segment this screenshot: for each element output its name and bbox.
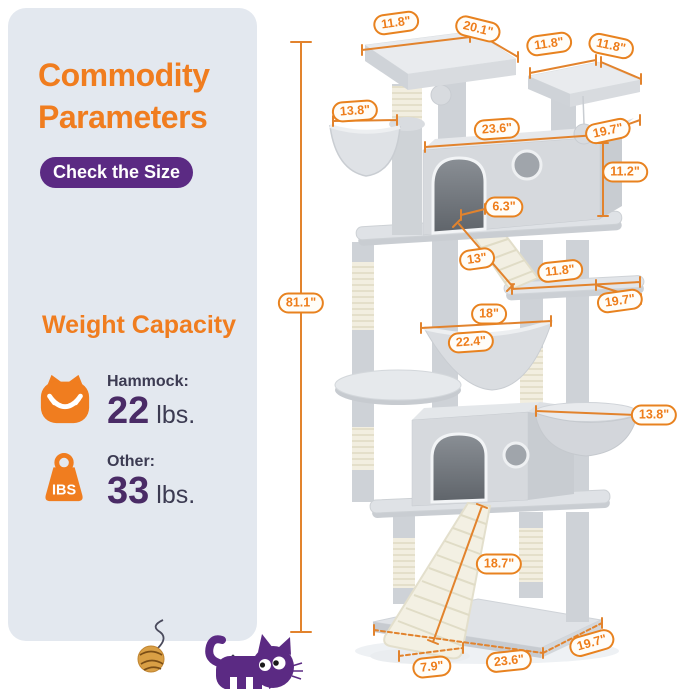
yarn-ball-icon — [137, 619, 165, 673]
other-capacity-unit: lbs. — [156, 481, 196, 509]
hammock-capacity-value: 22 — [107, 390, 150, 432]
check-size-badge: Check the Size — [40, 157, 194, 188]
tree-lower-condo — [411, 402, 584, 507]
other-capacity-text: Other: 33 lbs. — [107, 452, 195, 510]
weight-icon: IBS — [45, 452, 83, 502]
tree-scratcher-ramp — [383, 501, 492, 660]
tree-flower-platform — [334, 369, 462, 405]
page-title-line2: Parameters — [38, 99, 208, 135]
hammock-capacity-unit: lbs. — [156, 401, 196, 429]
cat-illustration — [205, 634, 303, 689]
hammock-capacity-row: Hammock: 22 lbs. — [38, 372, 195, 430]
hammock-capacity-label: Hammock: — [107, 373, 189, 390]
page-title: Commodity Parameters — [38, 54, 210, 138]
hammock-capacity-text: Hammock: 22 lbs. — [107, 372, 195, 430]
other-capacity-row: IBS Other: 33 lbs. — [38, 452, 195, 510]
weight-icon-text: IBS — [52, 482, 76, 498]
other-capacity-value: 33 — [107, 470, 150, 512]
other-capacity-label: Other: — [107, 453, 155, 470]
weight-capacity-heading: Weight Capacity — [42, 311, 237, 339]
tree-upper-hammock — [329, 124, 401, 177]
info-card: Commodity Parameters Check the Size Weig… — [8, 8, 257, 641]
tree-lower-posts — [393, 512, 589, 622]
tree-top-right-platform — [527, 61, 641, 107]
cat-hammock-icon — [40, 374, 90, 424]
page-title-line1: Commodity — [38, 57, 210, 93]
